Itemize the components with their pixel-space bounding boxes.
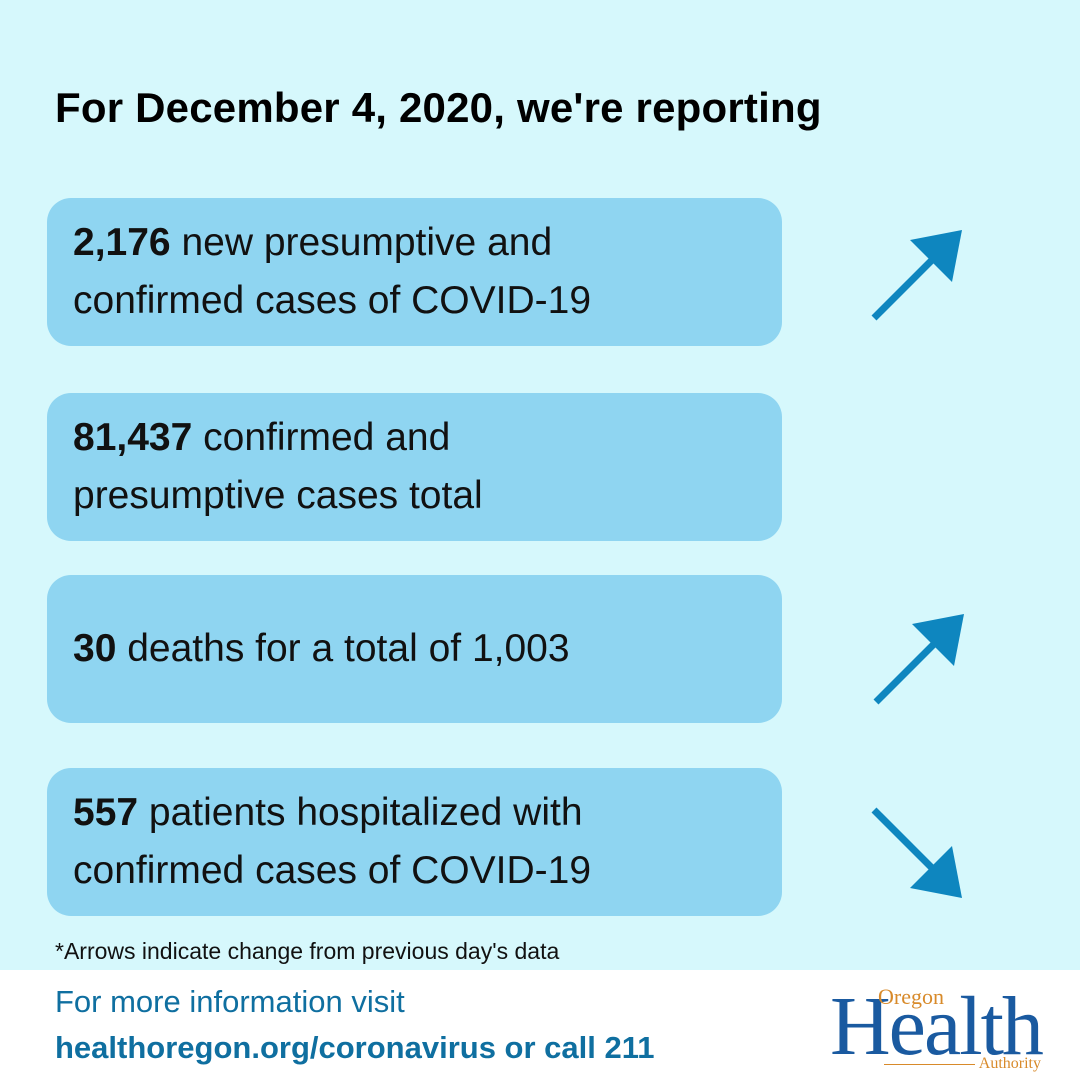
stat-text: presumptive cases total (73, 474, 483, 517)
total-cases-count: 81,437 (73, 416, 193, 459)
down-right-arrow-icon (871, 807, 962, 898)
stat-card-total-cases: 81,437 confirmed and presumptive cases t… (47, 393, 782, 541)
up-right-arrow-icon (873, 614, 964, 705)
deaths-count: 30 (73, 627, 117, 670)
stat-card-deaths: 30 deaths for a total of 1,003 (47, 575, 782, 723)
logo-oregon-text: Oregon (878, 984, 944, 1009)
stat-card-new-cases: 2,176 new presumptive and confirmed case… (47, 198, 782, 346)
footer-info-text: For more information visit (55, 984, 405, 1019)
up-right-arrow-icon (871, 230, 962, 321)
stat-text: confirmed cases of COVID-19 (73, 849, 592, 892)
stat-text: new presumptive and (170, 221, 553, 264)
stat-text: patients hospitalized with (138, 791, 583, 834)
footer: For more information visit healthoregon.… (0, 970, 1080, 1080)
logo-authority-text: Authority (978, 1055, 1041, 1072)
oregon-health-authority-logo: Health Oregon Authority (830, 980, 1045, 1075)
logo-rule (884, 1064, 975, 1065)
footer-link-text: healthoregon.org/coronavirus or call 211 (55, 1030, 655, 1065)
stat-text: confirmed and (192, 416, 451, 459)
new-cases-count: 2,176 (73, 221, 171, 264)
page-title: For December 4, 2020, we're reporting (55, 84, 822, 131)
stat-text: deaths for a total of 1,003 (116, 627, 570, 670)
logo-health-text: Health (830, 980, 1044, 1073)
hospitalized-count: 557 (73, 791, 139, 834)
stat-card-hospitalized: 557 patients hospitalized with confirmed… (47, 768, 782, 916)
footnote: *Arrows indicate change from previous da… (55, 938, 560, 964)
stat-text: confirmed cases of COVID-19 (73, 279, 592, 322)
